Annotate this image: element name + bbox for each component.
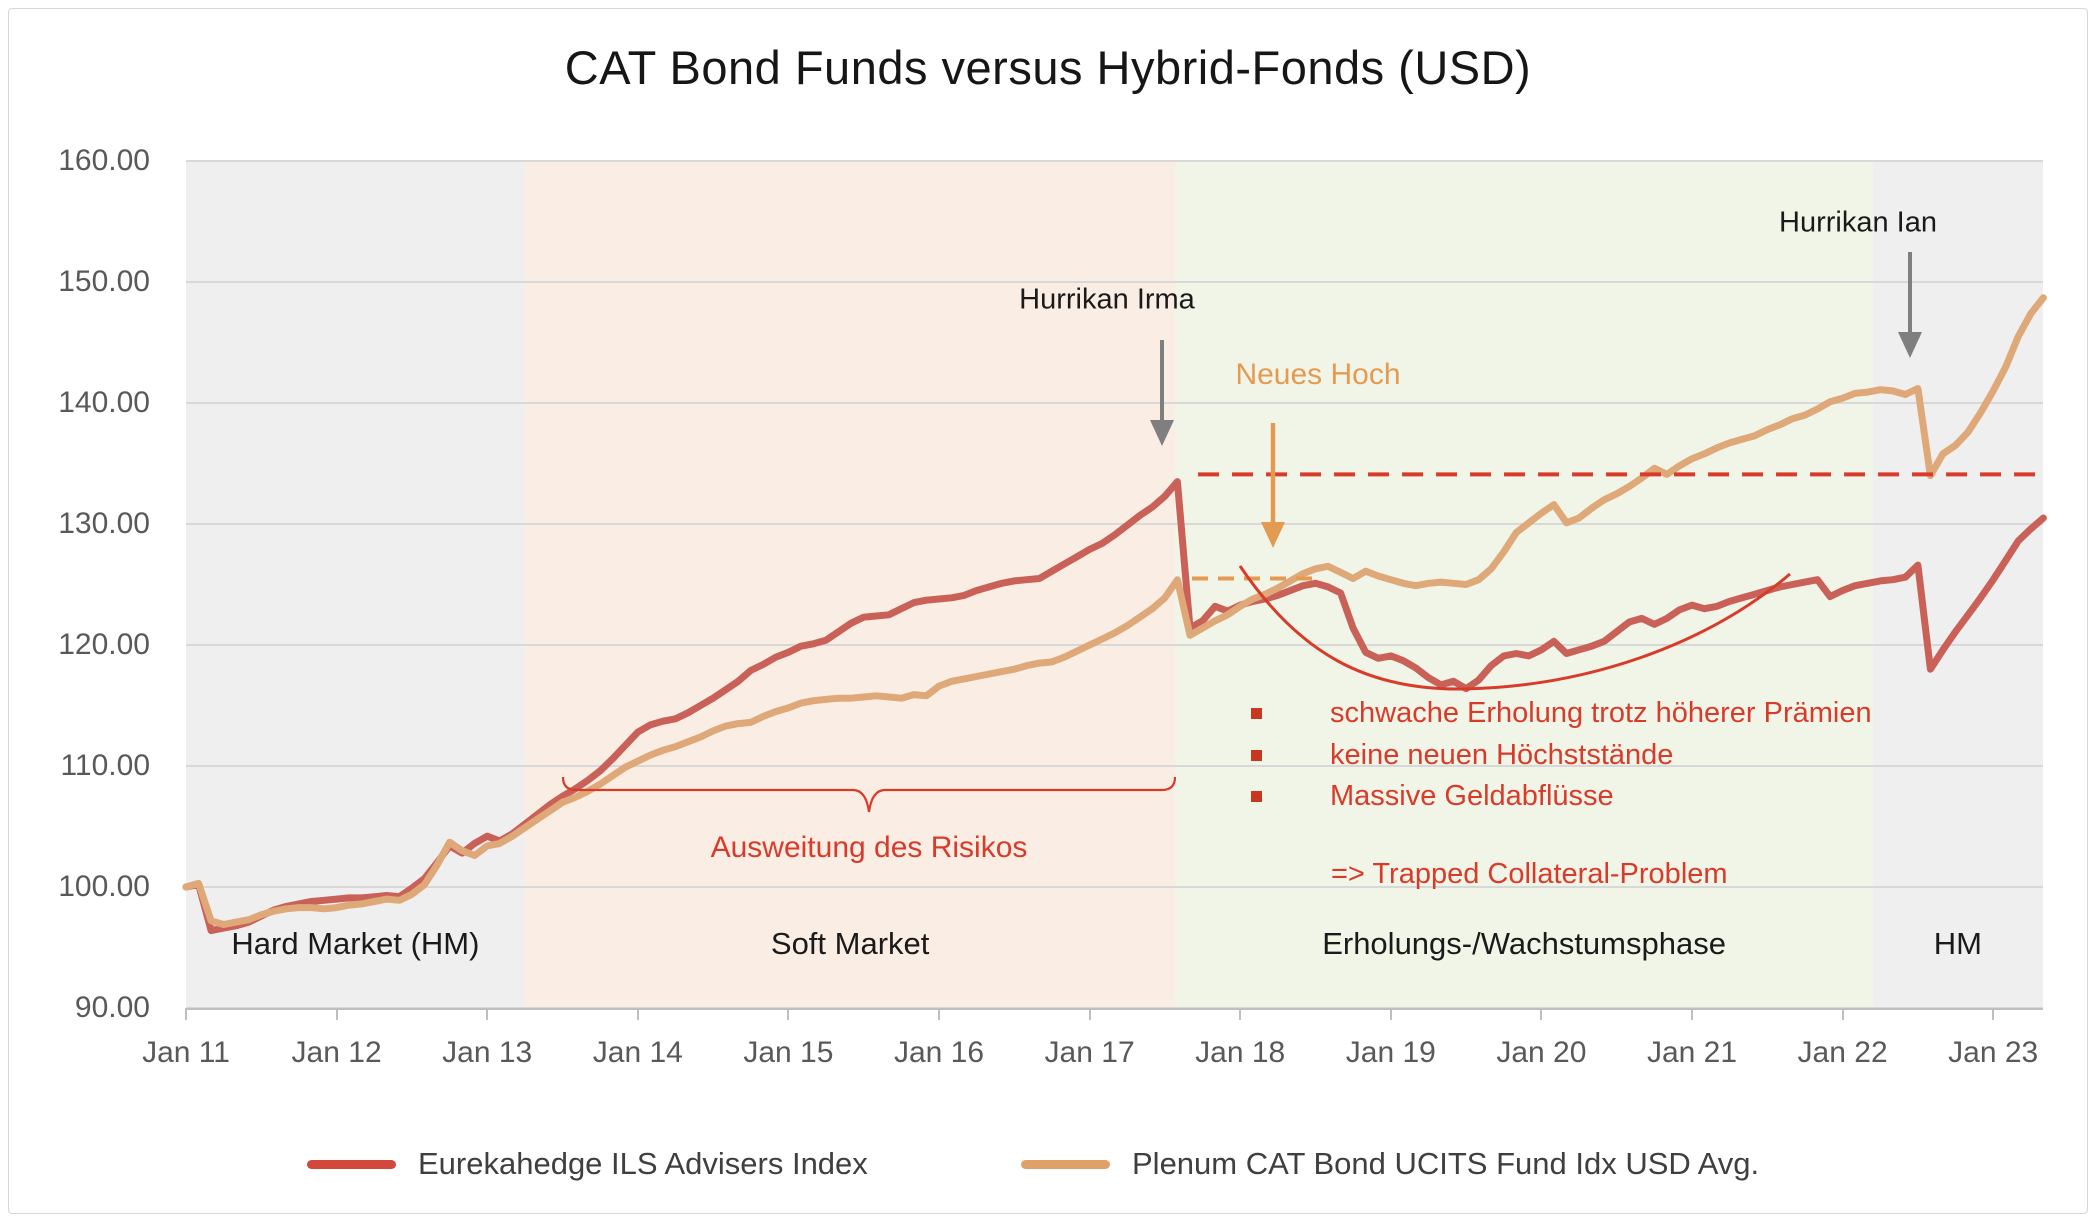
band-label: Erholungs-/Wachstumsphase xyxy=(1322,926,1726,961)
x-axis-label: Jan 13 xyxy=(442,1036,533,1069)
x-axis-tick xyxy=(787,1008,790,1020)
band-hard-market-hm- xyxy=(186,161,525,1008)
annotation-conclusion: => Trapped Collateral-Problem xyxy=(1331,858,1728,890)
ian-arrow-icon xyxy=(1898,332,1922,358)
gridline-130 xyxy=(186,523,2043,525)
x-axis-label: Jan 19 xyxy=(1345,1036,1436,1069)
gridline-140 xyxy=(186,402,2043,404)
x-axis-label: Jan 18 xyxy=(1195,1036,1286,1069)
x-axis-label: Jan 21 xyxy=(1646,1036,1738,1069)
x-axis-tick xyxy=(185,1008,187,1020)
band-erholungs-wachstumsphase xyxy=(1175,161,1873,1008)
annotation-neues-hoch: Neues Hoch xyxy=(1235,358,1401,391)
band-label: Soft Market xyxy=(770,926,930,961)
bullet-item: Massive Geldabflüsse xyxy=(1251,780,1614,813)
x-axis-tick xyxy=(1841,1008,1844,1020)
gridline-160 xyxy=(186,160,2043,162)
irma-arrow-icon xyxy=(1150,420,1174,446)
bullet-text: schwache Erholung trotz höherer Prämien xyxy=(1330,697,1872,729)
x-axis-tick xyxy=(1239,1008,1242,1020)
y-axis-label: 130.00 xyxy=(58,507,150,540)
band-label: Hard Market (HM) xyxy=(231,926,480,961)
legend-swatch-icon xyxy=(1021,1159,1110,1169)
chart-border xyxy=(8,8,2088,1214)
x-axis-label: Jan 14 xyxy=(592,1036,683,1069)
series-line-eurekahedge xyxy=(182,478,2047,935)
chart-title: CAT Bond Funds versus Hybrid-Fonds (USD) xyxy=(564,41,1532,94)
x-axis-label: Jan 12 xyxy=(291,1036,382,1069)
y-axis-label: 150.00 xyxy=(58,265,150,298)
x-axis-tick xyxy=(636,1008,639,1020)
y-axis-label: 140.00 xyxy=(58,386,150,419)
x-axis-tick xyxy=(1691,1008,1693,1020)
band-label: HM xyxy=(1933,926,1982,961)
annotation-hurrikan-irma: Hurrikan Irma xyxy=(1019,283,1195,316)
legend-label: Eurekahedge ILS Advisers Index xyxy=(418,1146,868,1181)
gridline-110 xyxy=(186,765,2043,767)
y-axis-label: 120.00 xyxy=(58,628,150,661)
band-hm xyxy=(1872,161,2043,1008)
legend-label: Plenum CAT Bond UCITS Fund Idx USD Avg. xyxy=(1132,1146,1760,1181)
x-axis-label: Jan 11 xyxy=(142,1036,230,1069)
x-axis-label: Jan 23 xyxy=(1948,1036,2039,1069)
bullet-square-icon xyxy=(1251,708,1262,719)
y-axis-label: 160.00 xyxy=(58,144,150,177)
y-axis-label: 90.00 xyxy=(74,991,150,1024)
x-axis-tick xyxy=(335,1008,338,1020)
bullet-square-icon xyxy=(1251,749,1262,761)
bullet-item: schwache Erholung trotz höherer Prämien xyxy=(1251,697,1872,730)
legend-item: Eurekahedge ILS Advisers Index xyxy=(307,1146,868,1182)
legend-swatch-icon xyxy=(307,1159,396,1169)
gridline-150 xyxy=(186,281,2043,283)
legend-item: Plenum CAT Bond UCITS Fund Idx USD Avg. xyxy=(1021,1146,1759,1182)
series-line-plenum xyxy=(182,294,2047,928)
gridline-100 xyxy=(186,886,2043,888)
x-axis-label: Jan 16 xyxy=(893,1036,985,1069)
x-axis-tick xyxy=(486,1008,489,1020)
bullet-item: keine neuen Höchststände xyxy=(1251,739,1673,772)
x-axis-label: Jan 22 xyxy=(1797,1036,1888,1069)
x-axis-tick xyxy=(1992,1008,1995,1020)
band-soft-market xyxy=(524,161,1176,1008)
x-axis-line xyxy=(186,1008,2043,1010)
bullet-square-icon xyxy=(1251,791,1262,802)
annotation-hurrikan-ian: Hurrikan Ian xyxy=(1779,206,1937,239)
neues-hoch-arrow-icon xyxy=(1261,522,1285,548)
y-axis-label: 100.00 xyxy=(58,870,150,903)
x-axis-tick xyxy=(1389,1008,1392,1020)
x-axis-tick xyxy=(1540,1008,1543,1020)
bullet-text: keine neuen Höchststände xyxy=(1330,738,1674,771)
risk-expansion-brace xyxy=(561,776,1177,813)
x-axis-label: Jan 15 xyxy=(743,1036,834,1069)
x-axis-label: Jan 17 xyxy=(1044,1036,1135,1069)
y-axis-label: 110.00 xyxy=(60,749,150,782)
weak-recovery-curve xyxy=(1238,565,1791,691)
x-axis-tick xyxy=(938,1008,940,1020)
annotation-brace-label: Ausweitung des Risikos xyxy=(710,831,1028,864)
bullet-text: Massive Geldabflüsse xyxy=(1330,780,1614,812)
gridline-120 xyxy=(186,644,2043,646)
x-axis-label: Jan 20 xyxy=(1496,1036,1587,1069)
x-axis-tick xyxy=(1088,1008,1091,1020)
